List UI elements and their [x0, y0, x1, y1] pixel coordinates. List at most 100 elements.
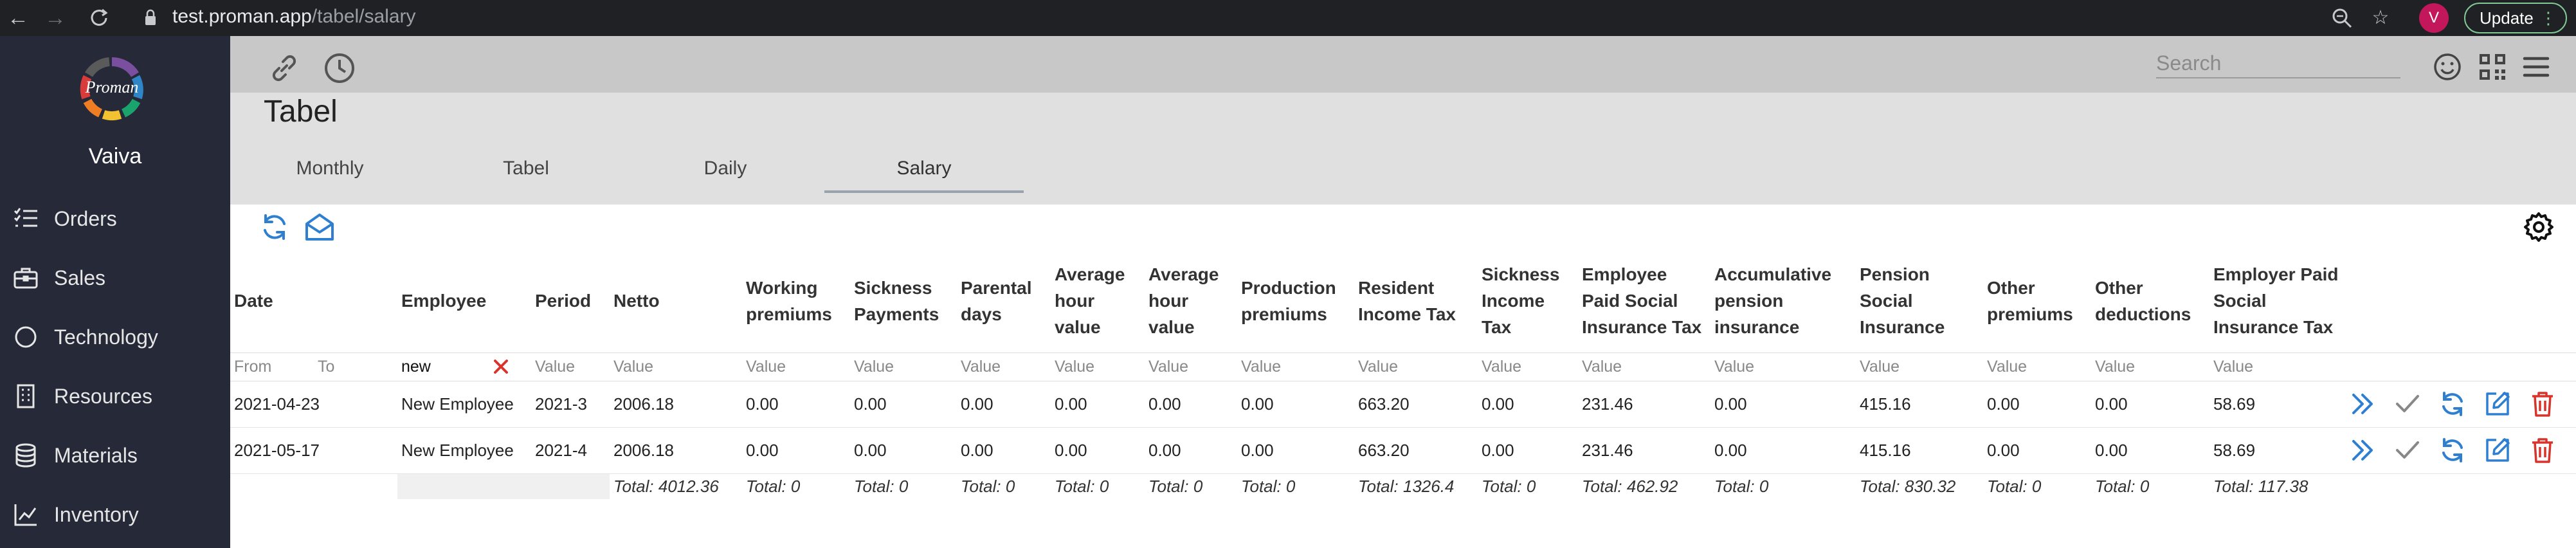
- menu-icon[interactable]: [2518, 49, 2554, 85]
- cell-other-premiums: 0.00: [1983, 381, 2091, 428]
- production-premiums-filter-input[interactable]: Value: [1237, 352, 1354, 381]
- col-header-production-premiums[interactable]: Production premiums: [1241, 277, 1336, 324]
- avg-hour-value-2-filter-input[interactable]: Value: [1145, 352, 1237, 381]
- salary-table-panel: Date Employee Period Netto Working premi…: [230, 205, 2576, 548]
- total-avg-hour-value: Total: 0: [1055, 476, 1109, 496]
- other-deductions-filter-input[interactable]: Value: [2091, 352, 2209, 381]
- back-arrow-icon[interactable]: ←: [7, 6, 29, 30]
- bookmark-star-icon[interactable]: ☆: [2372, 7, 2390, 28]
- reload-icon[interactable]: [85, 4, 113, 32]
- sidebar-item-label: Resources: [54, 385, 152, 408]
- col-header-employer-paid-sit[interactable]: Employer Paid Social Insurance Tax: [2213, 264, 2339, 338]
- table-row[interactable]: 2021-05-17 New Employee 2021-4 2006.18 0…: [230, 427, 2576, 474]
- col-header-resident-income-tax[interactable]: Resident Income Tax: [1358, 277, 1456, 324]
- row-actions: [2346, 427, 2576, 474]
- fast-forward-icon[interactable]: [2348, 390, 2377, 418]
- search-input[interactable]: [2156, 49, 2400, 78]
- sidebar-item-orders[interactable]: Orders: [13, 193, 225, 244]
- fast-forward-icon[interactable]: [2348, 436, 2377, 464]
- col-header-parental-days[interactable]: Parental days: [961, 277, 1032, 324]
- cell-employer-paid-sit: 58.69: [2209, 427, 2346, 474]
- cell-period: 2021-4: [531, 427, 610, 474]
- sidebar-item-label: Inventory: [54, 503, 139, 526]
- col-header-average-hour-value-2[interactable]: Average hour value: [1148, 264, 1219, 338]
- link-icon[interactable]: [266, 50, 302, 86]
- col-header-sickness-income-tax[interactable]: Sickness Income Tax: [1482, 264, 1560, 338]
- employee-filter-input[interactable]: new: [401, 357, 431, 376]
- proman-logo-icon[interactable]: Proman: [73, 50, 150, 127]
- col-header-working-premiums[interactable]: Working premiums: [746, 277, 832, 324]
- tab-salary[interactable]: Salary: [824, 148, 1024, 193]
- update-button[interactable]: Update ⋮: [2464, 3, 2567, 33]
- forward-arrow-icon[interactable]: →: [44, 6, 66, 30]
- sidebar-item-sales[interactable]: Sales: [13, 252, 225, 304]
- smiley-icon[interactable]: [2429, 49, 2465, 85]
- cell-sickness-income-tax: 0.00: [1478, 381, 1578, 428]
- resident-income-tax-filter-input[interactable]: Value: [1354, 352, 1478, 381]
- table-row[interactable]: 2021-04-23 New Employee 2021-3 2006.18 0…: [230, 381, 2576, 428]
- profile-avatar[interactable]: V: [2419, 3, 2449, 33]
- col-header-employee-paid-sit[interactable]: Employee Paid Social Insurance Tax: [1582, 264, 1702, 338]
- address-bar[interactable]: test.proman.app/tabel/salary: [172, 0, 416, 36]
- delete-icon[interactable]: [2528, 390, 2557, 418]
- more-vert-icon[interactable]: ⋮: [2540, 8, 2557, 28]
- clock-icon[interactable]: [322, 50, 358, 86]
- employer-paid-sit-filter-input[interactable]: Value: [2209, 352, 2346, 381]
- briefcase-icon: [14, 268, 38, 289]
- netto-filter-input[interactable]: Value: [610, 352, 742, 381]
- employee-paid-sit-filter-input[interactable]: Value: [1578, 352, 1710, 381]
- refresh-icon[interactable]: [2438, 390, 2467, 418]
- sickness-payments-filter-input[interactable]: Value: [850, 352, 957, 381]
- cell-other-premiums: 0.00: [1983, 427, 2091, 474]
- cell-parental-days: 0.00: [957, 427, 1051, 474]
- pension-social-insurance-filter-input[interactable]: Value: [1856, 352, 1983, 381]
- edit-icon[interactable]: [2483, 436, 2512, 464]
- cell-date: 2021-05-17: [230, 427, 397, 474]
- working-premiums-filter-input[interactable]: Value: [742, 352, 850, 381]
- col-header-pension-social-insurance[interactable]: Pension Social Insurance: [1860, 264, 1945, 338]
- col-header-average-hour-value[interactable]: Average hour value: [1055, 264, 1125, 338]
- cell-parental-days: 0.00: [957, 381, 1051, 428]
- cell-employee: New Employee: [397, 427, 531, 474]
- avg-hour-value-filter-input[interactable]: Value: [1051, 352, 1145, 381]
- col-header-period[interactable]: Period: [535, 291, 592, 311]
- zoom-icon[interactable]: [2328, 4, 2356, 32]
- date-from-filter[interactable]: From: [234, 357, 272, 376]
- col-header-date[interactable]: Date: [234, 291, 273, 311]
- total-pension-social-insurance: Total: 830.32: [1860, 476, 1956, 496]
- sickness-income-tax-filter-input[interactable]: Value: [1478, 352, 1578, 381]
- sidebar-item-inventory[interactable]: Inventory: [13, 489, 225, 540]
- date-to-filter[interactable]: To: [318, 357, 335, 376]
- edit-icon[interactable]: [2483, 390, 2512, 418]
- refresh-icon[interactable]: [259, 211, 291, 243]
- col-header-accumulative-pension[interactable]: Accumulative pension insurance: [1714, 264, 1832, 338]
- check-icon[interactable]: [2393, 436, 2422, 464]
- cell-sickness-payments: 0.00: [850, 381, 957, 428]
- col-header-netto[interactable]: Netto: [613, 291, 660, 311]
- other-premiums-filter-input[interactable]: Value: [1983, 352, 2091, 381]
- sidebar-item-resources[interactable]: Resources: [13, 370, 225, 422]
- clear-filter-icon[interactable]: [490, 356, 512, 378]
- lock-icon: [145, 9, 156, 25]
- parental-days-filter-input[interactable]: Value: [957, 352, 1051, 381]
- settings-gear-icon[interactable]: [2523, 211, 2555, 243]
- period-filter-input[interactable]: Value: [531, 352, 610, 381]
- col-header-employee[interactable]: Employee: [401, 291, 487, 311]
- total-other-deductions: Total: 0: [2095, 476, 2150, 496]
- tab-tabel[interactable]: Tabel: [503, 158, 549, 179]
- employee-filter-cell: new: [397, 352, 531, 381]
- col-header-other-premiums[interactable]: Other premiums: [1987, 277, 2073, 324]
- accumulative-pension-filter-input[interactable]: Value: [1710, 352, 1856, 381]
- tab-daily[interactable]: Daily: [703, 158, 747, 179]
- tab-monthly[interactable]: Monthly: [296, 158, 364, 179]
- col-header-sickness-payments[interactable]: Sickness Payments: [854, 277, 939, 324]
- qr-code-icon[interactable]: [2474, 49, 2510, 85]
- open-envelope-icon[interactable]: [304, 211, 336, 243]
- delete-icon[interactable]: [2528, 436, 2557, 464]
- sidebar-item-materials[interactable]: Materials: [13, 430, 225, 481]
- check-icon[interactable]: [2393, 390, 2422, 418]
- sidebar-item-label: Technology: [54, 325, 158, 349]
- col-header-other-deductions[interactable]: Other deductions: [2095, 277, 2191, 324]
- refresh-icon[interactable]: [2438, 436, 2467, 464]
- sidebar-item-technology[interactable]: Technology: [13, 311, 225, 363]
